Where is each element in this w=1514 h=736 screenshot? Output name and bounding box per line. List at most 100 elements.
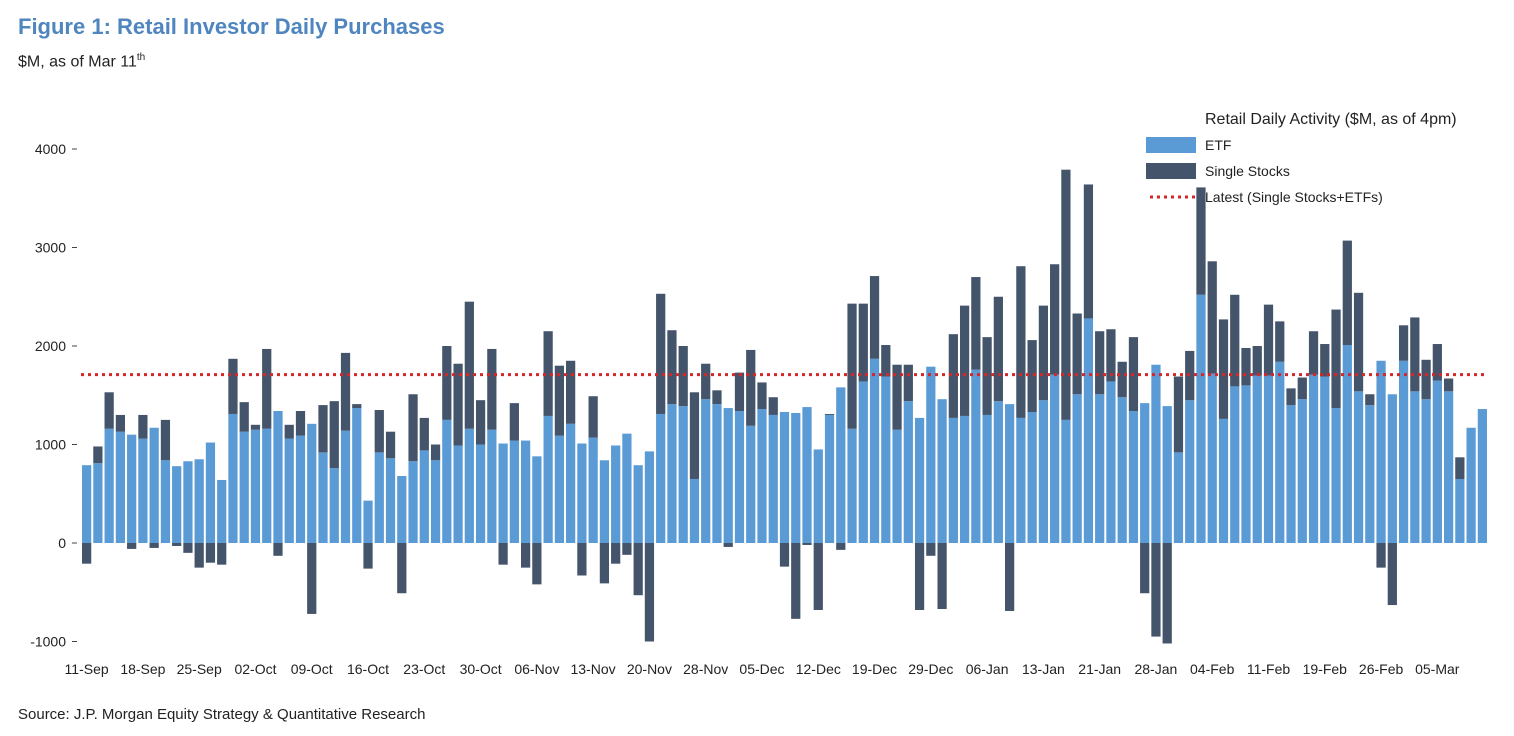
etf-bar [408,461,418,543]
etf-bar [138,438,148,543]
etf-bar [1443,391,1454,543]
etf-bar [813,449,823,543]
etf-bar [554,435,564,543]
etf-bar [566,423,576,543]
single-stocks-bar [1061,169,1071,420]
etf-bar [869,358,880,543]
etf-bar [802,407,812,543]
single-stocks-bar [1398,325,1409,361]
etf-bar [1320,376,1330,543]
single-stocks-bar [588,396,598,438]
single-stocks-bar [656,293,666,414]
etf-bar [667,404,677,543]
etf-bar [1387,394,1397,543]
single-stocks-bar [408,394,418,462]
single-stocks-bar [1218,319,1229,419]
etf-bar [1376,360,1386,543]
single-stocks-bar [1230,294,1240,387]
etf-bar [656,413,666,543]
etf-bar [971,369,981,543]
etf-bar [982,414,992,543]
etf-bar [746,425,756,543]
single-stocks-bar [194,543,204,568]
single-stocks-bar [1106,329,1116,382]
etf-bar [509,440,519,543]
etf-bar [250,429,261,543]
single-stocks-bar [667,330,677,405]
etf-bar [82,465,92,543]
single-stocks-bar [881,345,891,377]
etf-bar [757,409,767,543]
single-stocks-bar [442,346,452,420]
single-stocks-bar [262,348,272,429]
etf-bar [183,461,193,543]
single-stocks-bar [554,365,564,436]
x-tick-label: 13-Jan [1022,661,1065,677]
single-stocks-bar [284,424,294,439]
x-tick-label: 02-Oct [234,661,276,677]
etf-bar [937,399,947,543]
single-stocks-bar [1432,344,1442,381]
etf-bar [340,430,351,543]
etf-bar [273,411,283,543]
etf-bar [1050,374,1060,543]
x-tick-label: 28-Nov [683,661,728,677]
etf-bar [1410,391,1420,543]
single-stocks-bar [611,543,621,564]
single-stocks-bar [419,417,429,451]
etf-bar [1286,405,1296,543]
single-stocks-bar [689,392,700,479]
etf-bar [633,465,643,543]
etf-bar [453,445,463,543]
etf-bar [442,419,452,544]
single-stocks-bar [577,543,587,576]
etf-bar [824,414,835,543]
single-stocks-bar [1263,304,1274,376]
etf-bar [881,376,891,543]
x-tick-label: 28-Jan [1134,661,1177,677]
single-stocks-bar [566,360,576,424]
single-stocks-bar [1027,340,1037,412]
x-tick-label: 12-Dec [796,661,841,677]
etf-bar [172,466,182,543]
etf-bar [115,431,126,543]
etf-bar [307,423,317,543]
single-stocks-bar [1331,309,1341,409]
single-stocks-bar [138,414,148,439]
single-stocks-bar [149,543,159,548]
single-stocks-bar [104,392,114,429]
etf-bar [1196,294,1206,543]
etf-bar [1308,374,1319,543]
single-stocks-bar [982,337,992,415]
etf-bar [712,404,722,543]
single-stocks-bar [993,296,1003,402]
x-tick-label: 06-Nov [514,661,559,677]
etf-bar [1421,399,1431,543]
x-tick-label: 11-Sep [65,661,109,677]
single-stocks-bar [926,543,936,556]
etf-bar [543,415,553,543]
subtitle-superscript: th [136,52,146,63]
etf-bar [1038,400,1048,543]
etf-bar [768,414,778,543]
etf-bar [1173,452,1184,543]
etf-bar [374,452,384,543]
legend-latest-label: Latest (Single Stocks+ETFs) [1205,189,1383,205]
single-stocks-bar [397,543,407,594]
x-tick-label: 23-Oct [403,661,445,677]
single-stocks-bar [1308,331,1319,375]
single-stocks-bar [1421,359,1431,400]
single-stocks-bar [318,405,328,453]
single-stocks-bar [532,543,542,585]
single-stocks-bar [453,363,463,446]
etf-bar [1061,419,1071,544]
x-tick-label: 06-Jan [966,661,1009,677]
single-stocks-bar [903,364,913,402]
etf-bar [847,428,857,543]
etf-bar [475,444,486,543]
single-stocks-bar [172,543,182,546]
etf-bar [160,460,171,543]
etf-bar [892,429,902,543]
single-stocks-bar [1117,361,1127,398]
